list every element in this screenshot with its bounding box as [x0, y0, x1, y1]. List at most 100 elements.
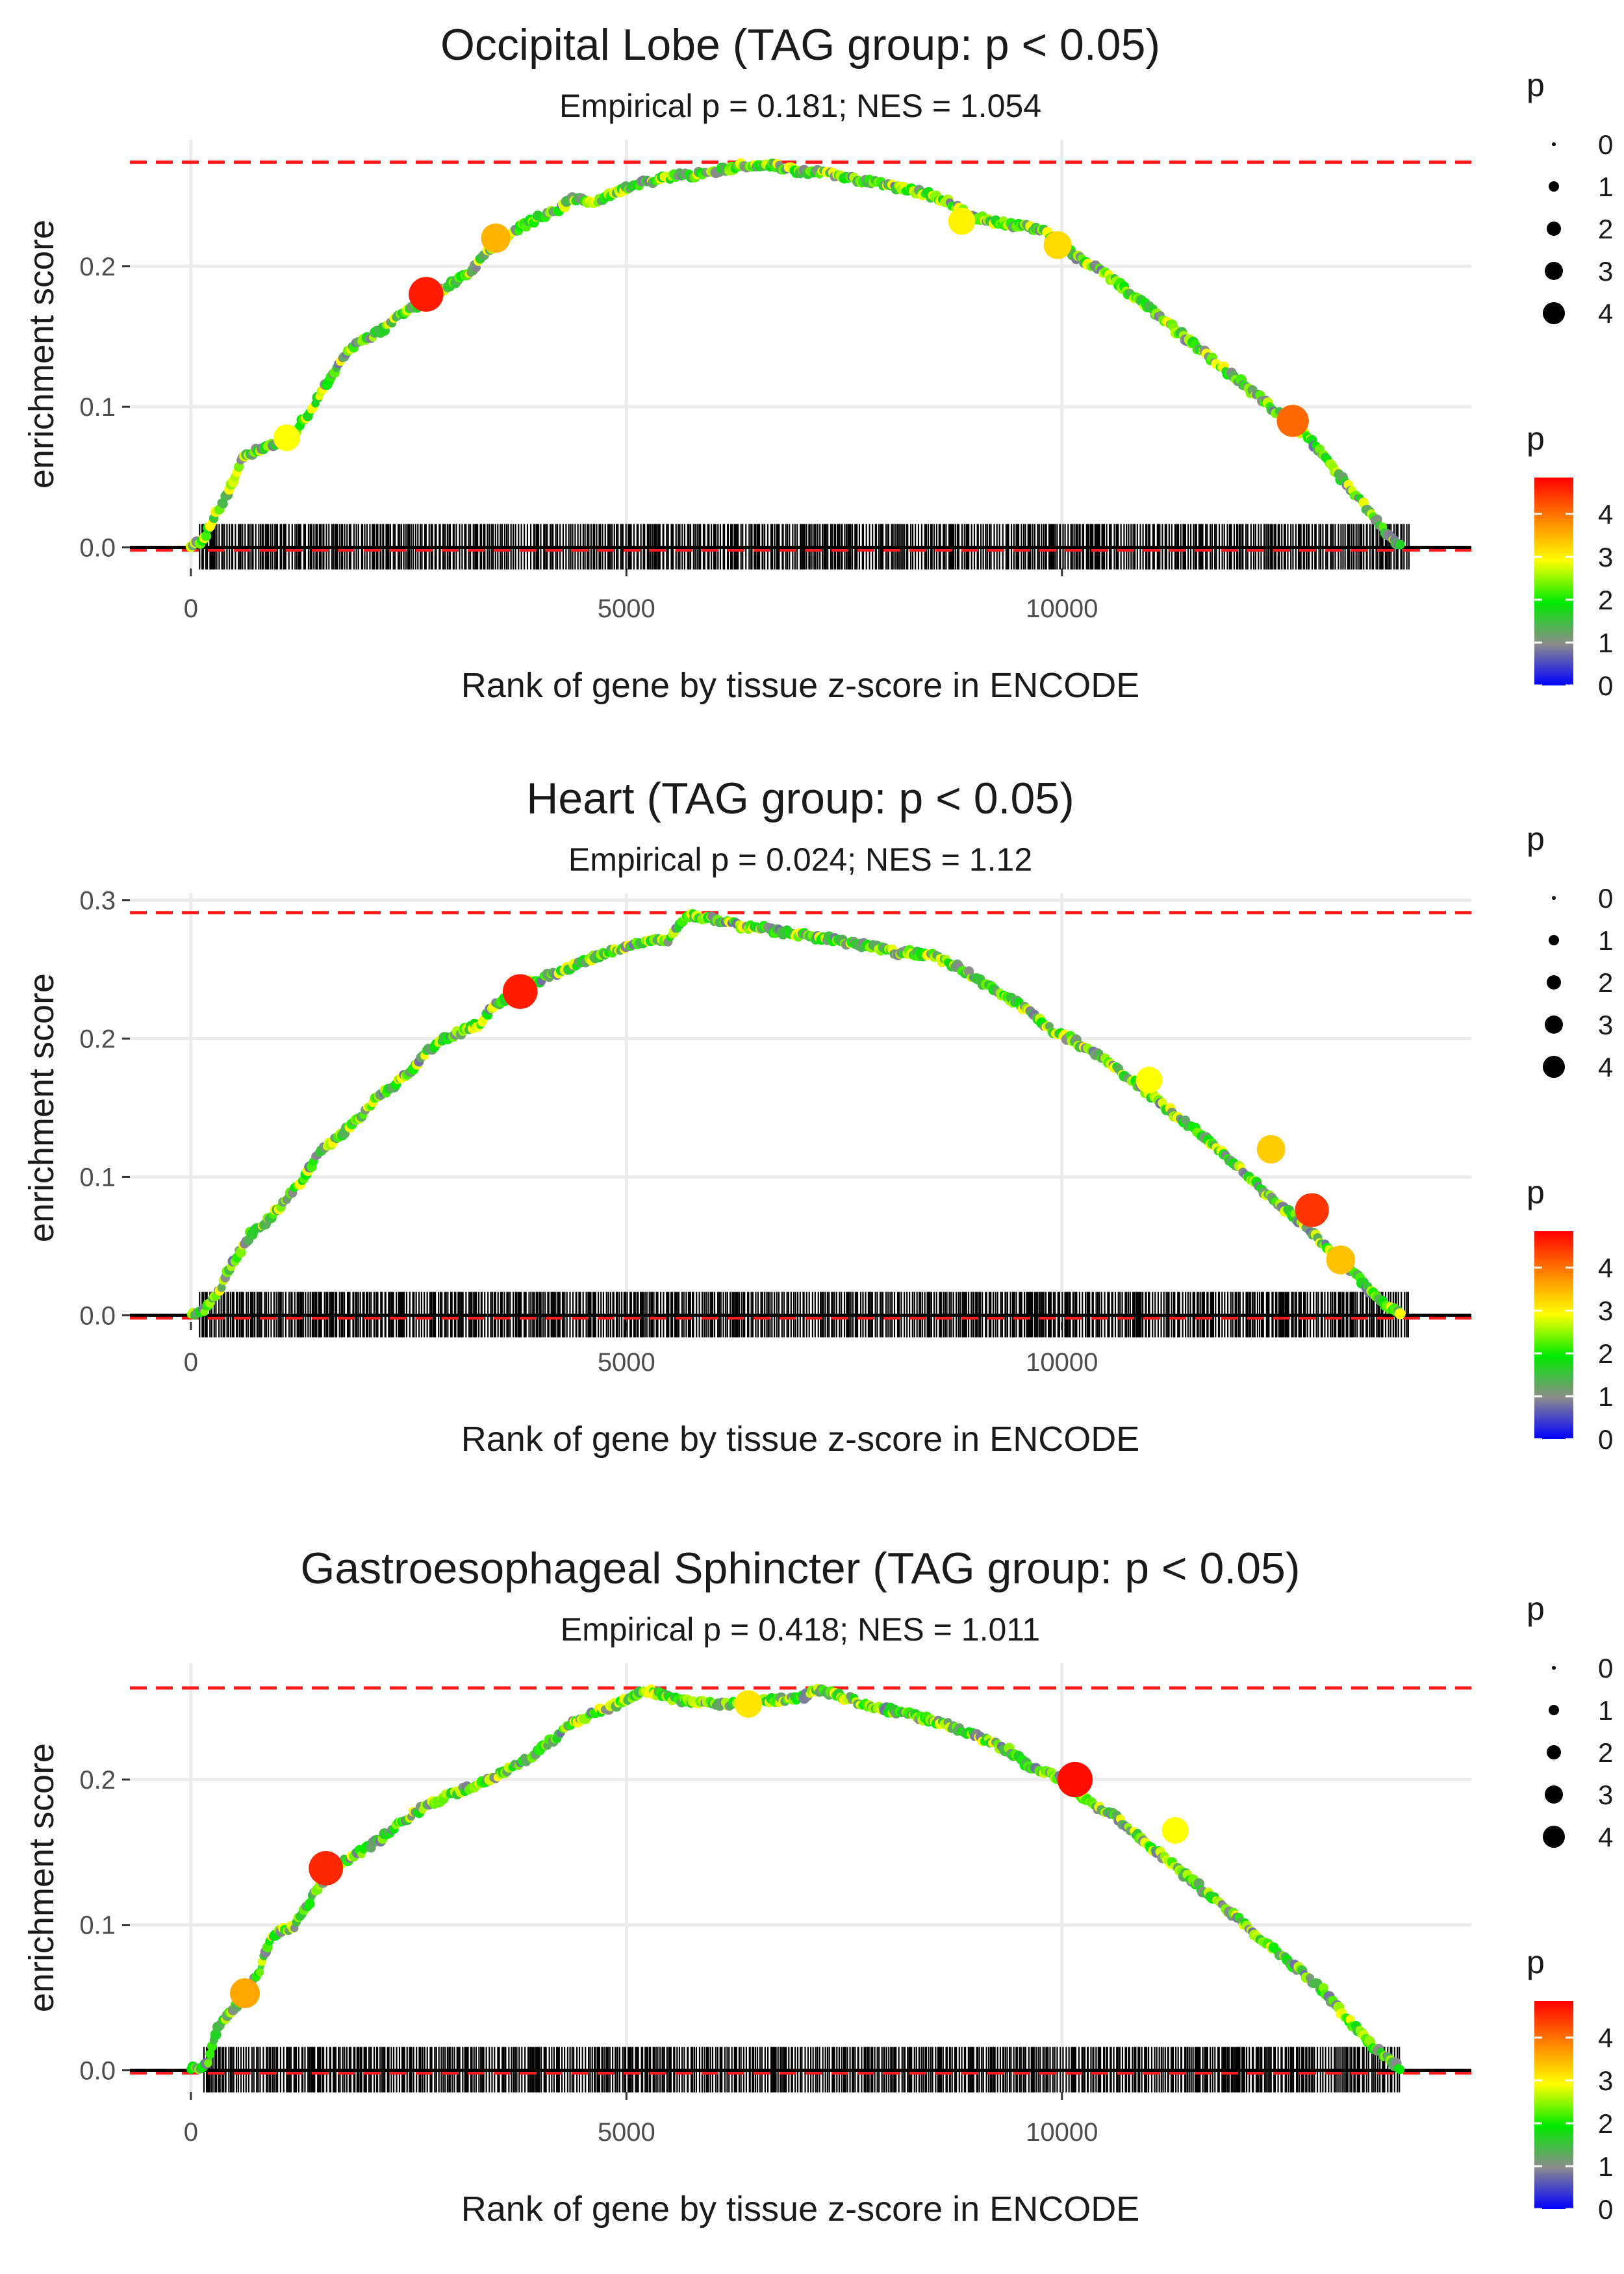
- size-legend-dot: [1545, 1016, 1563, 1034]
- size-legend-dot: [1543, 1056, 1565, 1078]
- highlighted-point: [309, 1851, 344, 1885]
- chart-title: Occipital Lobe (TAG group: p < 0.05): [440, 20, 1160, 70]
- es-point: [255, 1968, 264, 1976]
- colorbar: [1534, 478, 1573, 685]
- es-point: [1395, 2065, 1405, 2075]
- colorbar-label: 3: [1598, 2065, 1613, 2096]
- size-legend-label: 0: [1598, 129, 1613, 160]
- es-point: [201, 531, 212, 541]
- chart-subtitle: Empirical p = 0.418; NES = 1.011: [561, 1611, 1040, 1648]
- size-legend-label: 0: [1598, 883, 1613, 913]
- chart-subtitle: Empirical p = 0.181; NES = 1.054: [559, 88, 1041, 124]
- es-point: [219, 499, 228, 509]
- es-point: [235, 1247, 246, 1258]
- x-axis-label: Rank of gene by tissue z-score in ENCODE: [461, 666, 1139, 705]
- size-legend-dot: [1547, 222, 1561, 236]
- y-tick-label: 0.2: [79, 1766, 116, 1795]
- x-tick-label: 10000: [1026, 594, 1098, 623]
- colorbar-label: 3: [1598, 1296, 1613, 1326]
- es-series-line: [190, 1686, 1404, 2073]
- x-tick-label: 10000: [1026, 2118, 1098, 2147]
- y-tick-label: 0.2: [79, 1025, 116, 1054]
- highlighted-point: [1295, 1193, 1329, 1227]
- x-tick-label: 0: [184, 1348, 198, 1377]
- y-axis-label: enrichment score: [22, 220, 61, 489]
- colorbar: [1534, 2001, 1573, 2209]
- size-legend-dot: [1552, 1666, 1556, 1670]
- es-point: [217, 1283, 226, 1292]
- colorbar-label: 4: [1598, 2023, 1613, 2053]
- colorbar-label: 3: [1598, 542, 1613, 572]
- es-points: [185, 158, 1405, 552]
- y-axis-label: enrichment score: [22, 1743, 61, 2012]
- size-legend-dot: [1543, 302, 1565, 324]
- x-tick-label: 5000: [598, 1348, 655, 1377]
- size-legend-label: 4: [1598, 298, 1613, 329]
- es-point: [233, 462, 244, 472]
- size-legend-dot: [1545, 262, 1563, 280]
- highlighted-point: [1043, 231, 1072, 259]
- highlighted-point: [1276, 405, 1309, 437]
- x-tick-label: 5000: [598, 594, 655, 623]
- es-point: [205, 2049, 215, 2059]
- size-legend-label: 0: [1598, 1653, 1613, 1683]
- highlighted-point: [1057, 1761, 1093, 1798]
- chart-title: Gastroesophageal Sphincter (TAG group: p…: [300, 1544, 1300, 1593]
- highlighted-point: [1256, 1134, 1286, 1164]
- x-axis-label: Rank of gene by tissue z-score in ENCODE: [461, 2190, 1139, 2229]
- colorbar-label: 1: [1598, 628, 1613, 658]
- y-tick-label: 0.1: [79, 1163, 116, 1192]
- colorbar: [1534, 1231, 1573, 1439]
- panel-gastroesophageal-sphincter: Gastroesophageal Sphincter (TAG group: p…: [22, 1544, 1613, 2229]
- x-tick-label: 5000: [598, 2118, 655, 2147]
- color-legend-title: p: [1527, 1944, 1545, 1980]
- highlighted-point: [502, 974, 538, 1009]
- size-legend-title: p: [1527, 821, 1545, 857]
- y-tick-label: 0.2: [79, 253, 116, 281]
- size-legend-dot: [1543, 1826, 1565, 1848]
- colorbar-label: 0: [1598, 1424, 1613, 1455]
- size-legend-dot: [1549, 935, 1559, 945]
- color-legend-title: p: [1527, 1174, 1545, 1210]
- highlighted-point: [734, 1690, 763, 1718]
- highlighted-point: [273, 424, 300, 452]
- highlighted-point: [1161, 1817, 1189, 1844]
- es-point: [204, 2059, 212, 2067]
- colorbar-label: 2: [1598, 1338, 1613, 1369]
- es-points: [186, 1683, 1405, 2075]
- highlighted-point: [409, 277, 444, 312]
- size-legend-label: 3: [1598, 256, 1613, 287]
- y-axis-label: enrichment score: [22, 973, 61, 1242]
- size-legend-dot: [1549, 181, 1559, 192]
- highlighted-point: [1326, 1245, 1356, 1275]
- size-legend-dot: [1545, 1785, 1563, 1804]
- size-legend-label: 4: [1598, 1822, 1613, 1852]
- y-tick-label: 0.1: [79, 393, 116, 422]
- size-legend-title: p: [1527, 67, 1545, 103]
- x-tick-label: 10000: [1026, 1348, 1098, 1377]
- colorbar-label: 0: [1598, 671, 1613, 701]
- colorbar-label: 4: [1598, 1253, 1613, 1283]
- size-legend-label: 2: [1598, 967, 1613, 998]
- size-legend-label: 1: [1598, 925, 1613, 956]
- x-tick-label: 0: [184, 2118, 198, 2147]
- es-point: [304, 1898, 315, 1909]
- size-legend-label: 1: [1598, 1695, 1613, 1726]
- y-tick-label: 0.0: [79, 1301, 116, 1330]
- x-tick-label: 0: [184, 594, 198, 623]
- x-axis-label: Rank of gene by tissue z-score in ENCODE: [461, 1420, 1139, 1459]
- size-legend-label: 3: [1598, 1010, 1613, 1040]
- es-point: [1394, 1308, 1406, 1320]
- size-legend-label: 2: [1598, 1737, 1613, 1768]
- gridlines: [130, 140, 1471, 568]
- size-legend-label: 4: [1598, 1052, 1613, 1082]
- gridlines: [130, 893, 1471, 1322]
- highlighted-point: [481, 223, 511, 253]
- y-tick-label: 0.3: [79, 887, 116, 915]
- size-legend-label: 3: [1598, 1780, 1613, 1810]
- colorbar-label: 1: [1598, 1381, 1613, 1412]
- highlighted-point: [230, 1978, 260, 2008]
- colorbar-label: 4: [1598, 499, 1613, 530]
- size-legend-dot: [1552, 896, 1556, 900]
